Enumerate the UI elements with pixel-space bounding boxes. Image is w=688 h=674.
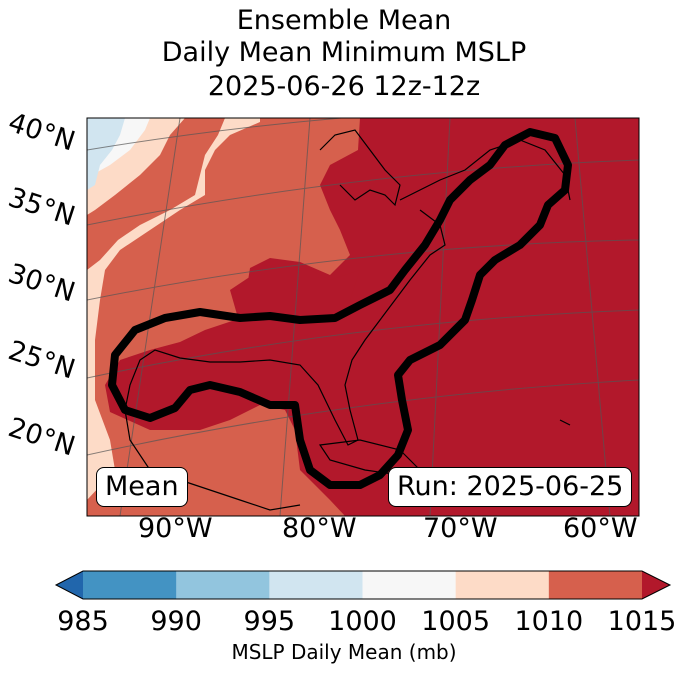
colorbar-tick-label: 985: [57, 606, 109, 637]
mean-label-box: Mean: [96, 467, 188, 507]
colorbar-outline: [54, 570, 672, 600]
lon-label-80w: 80°W: [282, 513, 357, 544]
title-line-2: Daily Mean Minimum MSLP: [161, 37, 527, 68]
mslp-contour: [108, 128, 572, 489]
colorbar-segment: [548, 571, 643, 599]
colorbar-tick-label: 995: [243, 606, 296, 637]
colorbar-tick-label: 990: [150, 606, 202, 637]
colorbar-segment: [269, 571, 363, 599]
colorbar-segment: [83, 571, 177, 599]
colorbar-tick-label: 1005: [421, 606, 491, 637]
lon-label-90w: 90°W: [138, 513, 213, 544]
run-date-box: Run: 2025-06-25: [388, 467, 633, 507]
field-995-1000: [87, 118, 125, 190]
lon-label-60w: 60°W: [563, 513, 638, 544]
map-frame: [86, 117, 640, 517]
title-line-3: 2025-06-26 12z-12z: [207, 71, 481, 102]
colorbar-tick-label: 1010: [514, 606, 584, 637]
colorbar-tick-label: 1015: [607, 606, 677, 637]
colorbar-under-extend: [56, 571, 83, 599]
colorbar-segment: [455, 571, 550, 599]
colorbar-segment: [362, 571, 457, 599]
colorbar-segment: [176, 571, 270, 599]
title-line-1: Ensemble Mean: [236, 5, 452, 36]
colorbar-tick-label: 1000: [328, 606, 397, 637]
colorbar-over-extend: [642, 571, 670, 599]
colorbar-label: MSLP Daily Mean (mb): [231, 640, 457, 664]
lon-label-70w: 70°W: [423, 513, 498, 544]
